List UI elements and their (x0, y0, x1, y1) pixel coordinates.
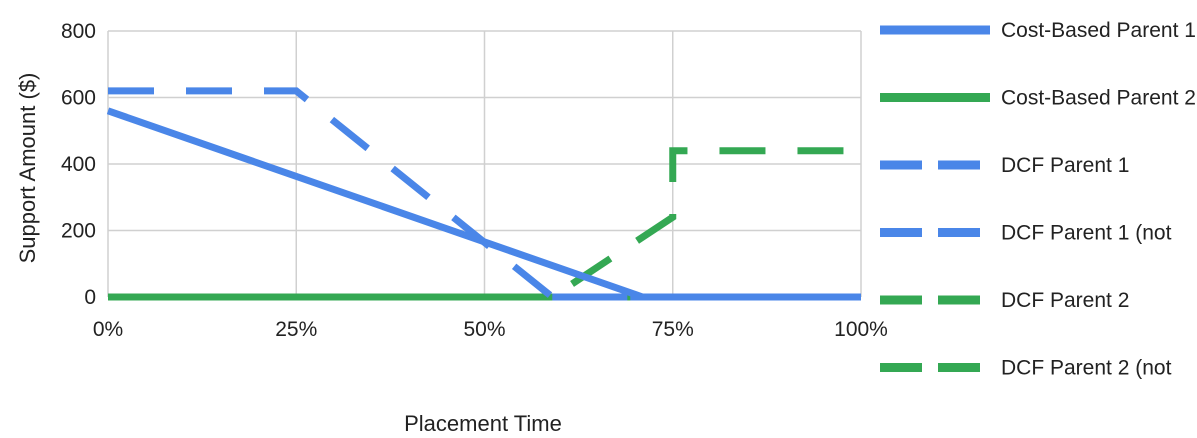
x-tick-label: 0% (93, 318, 123, 341)
series-layer (106, 87, 861, 301)
x-axis-ticks: 0% 25% 50% 75% 100% (93, 318, 888, 341)
grid (107, 30, 862, 298)
legend-label: DCF Parent 2 (1001, 289, 1129, 312)
y-tick-label: 800 (61, 20, 96, 43)
y-tick-label: 600 (61, 87, 96, 110)
x-tick-label: 25% (275, 318, 317, 341)
y-axis-title: Support Amount ($) (15, 73, 40, 264)
y-tick-label: 400 (61, 153, 96, 176)
legend-label: DCF Parent 1 (not (1001, 222, 1172, 245)
x-tick-label: 100% (834, 318, 888, 341)
legend-label: DCF Parent 1 (1001, 154, 1129, 177)
legend-label: Cost-Based Parent 1 (1001, 19, 1196, 42)
y-tick-label: 200 (61, 220, 96, 243)
series-line-5 (108, 147, 861, 301)
y-axis-ticks: 0 200 400 600 800 (61, 20, 96, 309)
x-tick-label: 75% (652, 318, 694, 341)
legend: Cost-Based Parent 1 Cost-Based Parent 2 DC… (880, 19, 1196, 380)
legend-label: DCF Parent 2 (not (1001, 357, 1172, 380)
legend-label: Cost-Based Parent 2 (1001, 87, 1196, 110)
y-tick-label: 0 (84, 286, 96, 309)
series-line-1 (106, 107, 861, 301)
x-axis-title: Placement Time (404, 411, 562, 436)
x-tick-label: 50% (463, 318, 505, 341)
series-line-3 (108, 87, 861, 301)
